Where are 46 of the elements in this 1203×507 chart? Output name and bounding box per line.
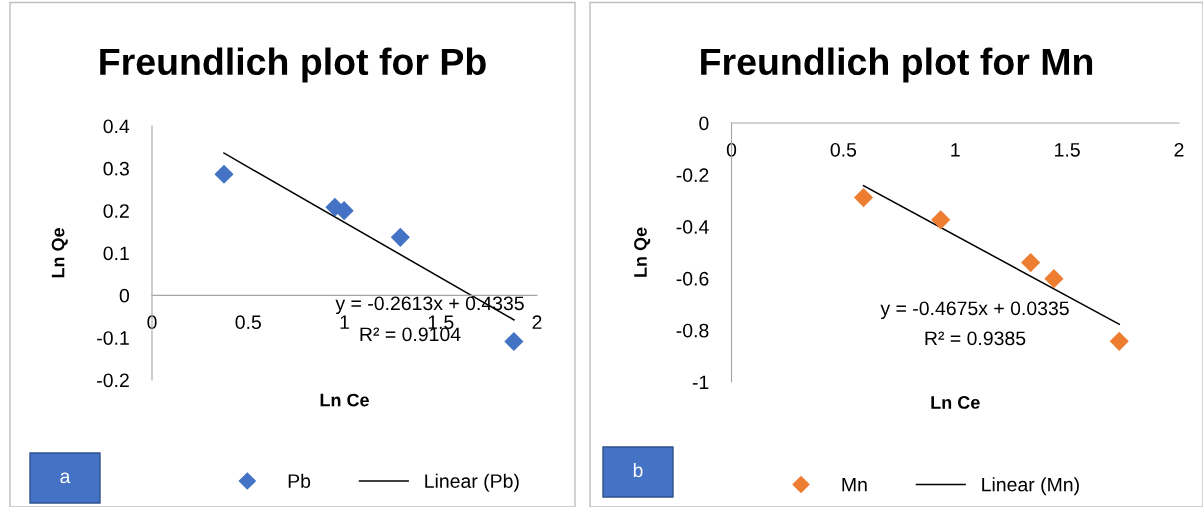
y-tick-label: 0.3 (103, 161, 129, 176)
x-tick-label: 0 (147, 315, 157, 330)
point (1021, 253, 1041, 273)
y-tick-label: -0.1 (97, 331, 129, 345)
y-tick-label: 0.4 (103, 119, 130, 134)
y-tick-label: -0.8 (676, 323, 709, 338)
point (504, 331, 524, 352)
x-axis-title: Ln Ce (931, 396, 980, 409)
y-axis-title: Ln Qe (634, 227, 651, 277)
y-tick-label: 0.2 (103, 204, 129, 218)
y-axis-title: Ln Qe (51, 228, 68, 278)
text: b (633, 462, 643, 478)
y-tick-label: 0 (699, 116, 709, 131)
chart-title: Freundlich plot for Pb (100, 47, 486, 83)
y-tick-label: 0 (119, 288, 130, 303)
x-tick-label: 1.5 (428, 315, 454, 330)
x-tick-label: 0.5 (235, 315, 261, 330)
chart-title: Freundlich plot for Mn (701, 47, 1093, 83)
x-tick-label: 1.5 (1055, 143, 1080, 157)
legend-label: Mn (842, 477, 867, 492)
x-tick-label: 0.5 (830, 142, 857, 157)
y-tick-label: 0.1 (103, 246, 129, 261)
legend-label: Pb (288, 473, 311, 488)
legend-label: Linear (Pb) (425, 473, 519, 492)
x-tick-label: 2 (1174, 142, 1184, 157)
x-tick-label: 1 (951, 143, 960, 157)
point (214, 164, 234, 184)
y-tick-label: -1 (692, 375, 709, 390)
annotation: R² = 0.9104 (360, 327, 461, 342)
y-tick-label: -0.4 (676, 220, 709, 234)
y-tick-label: -0.6 (676, 271, 709, 286)
point (853, 188, 874, 208)
y-tick-label: -0.2 (676, 168, 709, 183)
point (1044, 269, 1064, 289)
annotation: R² = 0.9385 (925, 331, 1026, 346)
text: a (60, 472, 71, 484)
annotation: y = -0.4675x + 0.0335 (880, 301, 1069, 320)
y-tick-label: -0.2 (97, 373, 129, 388)
x-tick-label: 2 (532, 315, 542, 329)
x-axis-title: Ln Ce (320, 393, 369, 407)
point (390, 227, 410, 247)
point (931, 210, 951, 230)
point (334, 201, 354, 221)
legend-label: Linear (Mn) (982, 477, 1079, 496)
x-tick-label: 1 (340, 315, 349, 329)
point (1109, 331, 1129, 351)
